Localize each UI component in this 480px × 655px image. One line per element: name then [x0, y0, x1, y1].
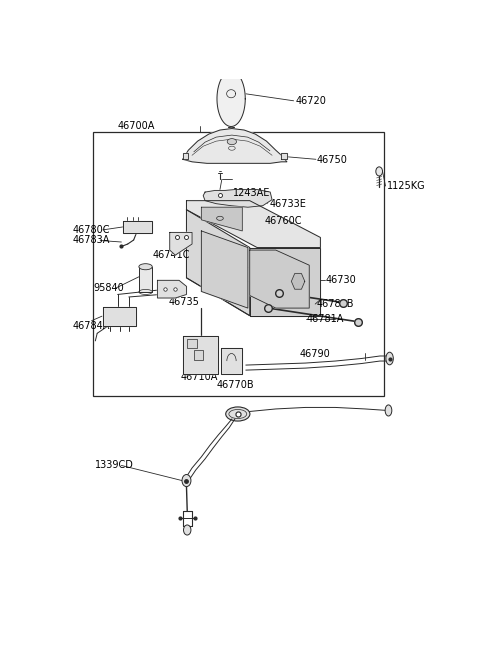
- Ellipse shape: [214, 214, 226, 222]
- Text: 46750: 46750: [317, 155, 348, 165]
- Text: 46730: 46730: [325, 275, 356, 286]
- Bar: [194, 350, 203, 360]
- Ellipse shape: [227, 139, 237, 145]
- Polygon shape: [291, 274, 305, 290]
- Text: 46783A: 46783A: [73, 236, 110, 246]
- Text: 1243AE: 1243AE: [233, 188, 270, 198]
- Polygon shape: [202, 207, 242, 231]
- Polygon shape: [281, 153, 287, 159]
- Text: 46760C: 46760C: [264, 216, 302, 226]
- Polygon shape: [157, 280, 186, 298]
- Polygon shape: [183, 128, 287, 163]
- Text: 95840: 95840: [94, 284, 125, 293]
- Bar: [94, 132, 384, 396]
- Circle shape: [183, 525, 191, 535]
- Polygon shape: [170, 233, 192, 255]
- Polygon shape: [183, 153, 188, 159]
- Text: 46741C: 46741C: [152, 250, 190, 259]
- Polygon shape: [202, 231, 248, 308]
- Polygon shape: [217, 71, 245, 126]
- Polygon shape: [103, 307, 136, 326]
- Polygon shape: [221, 348, 242, 373]
- Text: 1339CD: 1339CD: [96, 460, 134, 470]
- Bar: [139, 267, 152, 292]
- Polygon shape: [250, 250, 309, 308]
- Text: 46733E: 46733E: [269, 198, 306, 209]
- Ellipse shape: [139, 264, 152, 270]
- Text: 46735: 46735: [168, 297, 199, 307]
- Bar: [187, 339, 196, 348]
- Text: 46784A: 46784A: [73, 321, 110, 331]
- Text: 46781B: 46781B: [317, 299, 354, 309]
- Polygon shape: [183, 336, 218, 373]
- Polygon shape: [250, 248, 321, 316]
- Text: 1125KG: 1125KG: [386, 181, 425, 191]
- Circle shape: [376, 167, 383, 176]
- Text: 46770B: 46770B: [216, 381, 254, 390]
- Text: 46710A: 46710A: [181, 372, 218, 382]
- Circle shape: [182, 474, 191, 487]
- Polygon shape: [186, 210, 250, 316]
- Text: 46780C: 46780C: [73, 225, 110, 235]
- Text: 46781A: 46781A: [307, 314, 344, 324]
- Ellipse shape: [386, 352, 393, 365]
- Text: 46790: 46790: [299, 350, 330, 360]
- Polygon shape: [203, 189, 272, 207]
- Ellipse shape: [226, 407, 250, 421]
- Polygon shape: [123, 221, 152, 233]
- Polygon shape: [186, 200, 321, 248]
- Text: 46700A: 46700A: [118, 121, 155, 130]
- Text: 46720: 46720: [295, 96, 326, 106]
- Ellipse shape: [385, 405, 392, 416]
